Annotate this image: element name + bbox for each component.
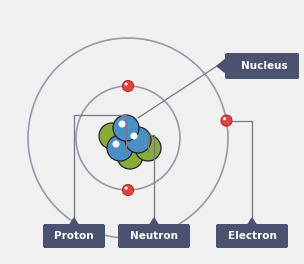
Circle shape [135,135,161,161]
FancyBboxPatch shape [216,224,288,248]
Circle shape [119,120,126,128]
Text: Electron: Electron [228,231,276,241]
Circle shape [223,117,226,120]
Circle shape [123,81,133,92]
Polygon shape [247,218,257,226]
Circle shape [123,185,133,196]
Circle shape [130,133,137,139]
Polygon shape [69,218,79,226]
FancyBboxPatch shape [118,224,190,248]
Polygon shape [217,58,227,74]
Circle shape [112,140,119,148]
Circle shape [117,143,143,169]
Polygon shape [149,218,159,226]
Text: Proton: Proton [54,231,94,241]
Circle shape [113,115,139,141]
FancyBboxPatch shape [43,224,105,248]
Text: Nucleus: Nucleus [241,61,287,71]
Circle shape [99,123,125,149]
Circle shape [125,83,128,86]
Circle shape [125,127,151,153]
Text: Neutron: Neutron [130,231,178,241]
Circle shape [125,187,128,190]
FancyBboxPatch shape [225,53,299,79]
Circle shape [107,135,133,161]
Circle shape [221,115,232,126]
